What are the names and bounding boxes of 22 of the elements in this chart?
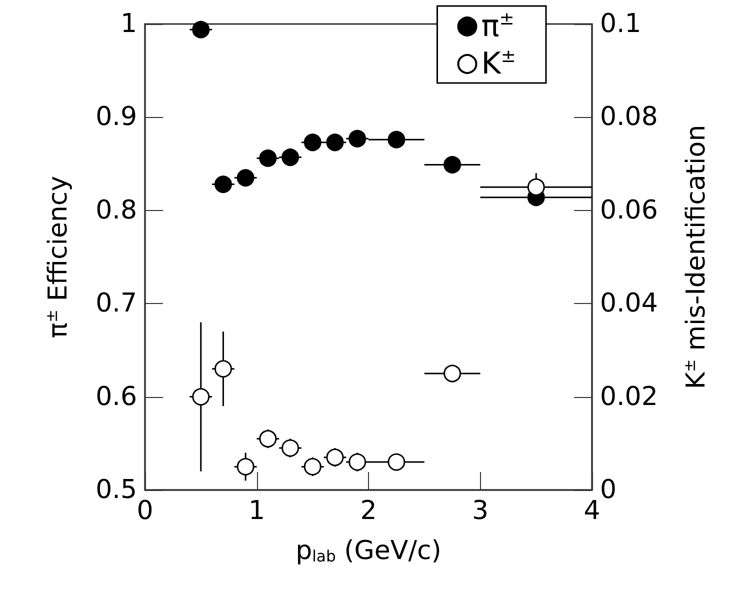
y2-axis-title: K± mis-Identification: [681, 124, 712, 390]
legend-label: π±: [481, 8, 514, 44]
x-axis-title: plab (GeV/c): [296, 536, 442, 566]
y-tick-label: 0.5: [96, 475, 137, 505]
y-tick-label: 0.7: [96, 288, 137, 319]
x-tick-label: 2: [360, 496, 377, 526]
y-axis-title: π± Efficiency: [43, 176, 74, 338]
x-tick-label: 3: [472, 496, 489, 526]
legend-label: K±: [481, 46, 516, 82]
y2-tick-label: 0.02: [600, 382, 658, 412]
x-tick-label: 4: [584, 496, 600, 526]
y2-tick-label: 0.06: [600, 195, 658, 226]
y2-tick-label: 0.1: [600, 9, 642, 39]
y-tick-label: 0.8: [96, 195, 137, 226]
x-tick-label: 1: [248, 496, 266, 526]
y2-tick-label: 0: [600, 475, 617, 505]
y2-tick-label: 0.04: [600, 288, 658, 319]
y2-tick-label: 0.08: [600, 102, 658, 132]
y-tick-label: 0.9: [96, 102, 137, 132]
y-tick-label: 0.6: [96, 382, 137, 412]
y-tick-label: 1: [120, 9, 137, 39]
x-tick-label: 0: [136, 496, 154, 526]
